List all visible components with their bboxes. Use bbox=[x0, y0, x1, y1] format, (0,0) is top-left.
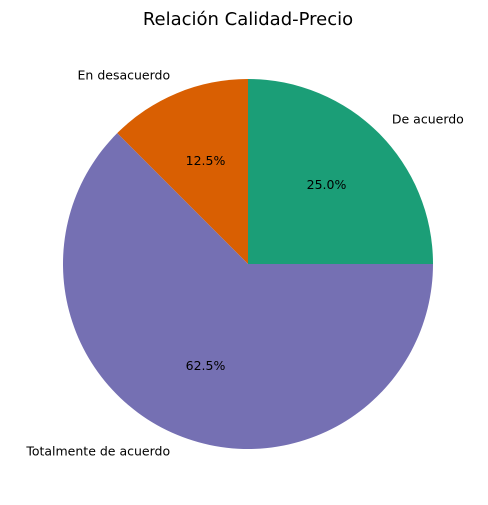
pie-slices bbox=[62, 79, 433, 449]
chart-title: Relación Calidad-Precio bbox=[143, 9, 353, 30]
pie-slice-en-desacuerdo bbox=[117, 79, 248, 264]
percent-label-en-desacuerdo: 12.5% bbox=[186, 153, 226, 168]
slice-label-de-acuerdo: De acuerdo bbox=[392, 112, 464, 127]
percent-label-de-acuerdo: 25.0% bbox=[307, 177, 347, 192]
pie-slice-totalmente-de-acuerdo bbox=[62, 133, 433, 449]
pie-labels: De acuerdo 25.0% En desacuerdo 12.5% Totalme… bbox=[25, 67, 464, 458]
percent-label-totalmente-de-acuerdo: 62.5% bbox=[186, 358, 226, 373]
slice-label-en-desacuerdo: En desacuerdo bbox=[78, 67, 171, 82]
pie-slice-de-acuerdo bbox=[248, 79, 433, 264]
slice-label-totalmente-de-acuerdo: Totalmente de acuerdo bbox=[25, 444, 170, 459]
